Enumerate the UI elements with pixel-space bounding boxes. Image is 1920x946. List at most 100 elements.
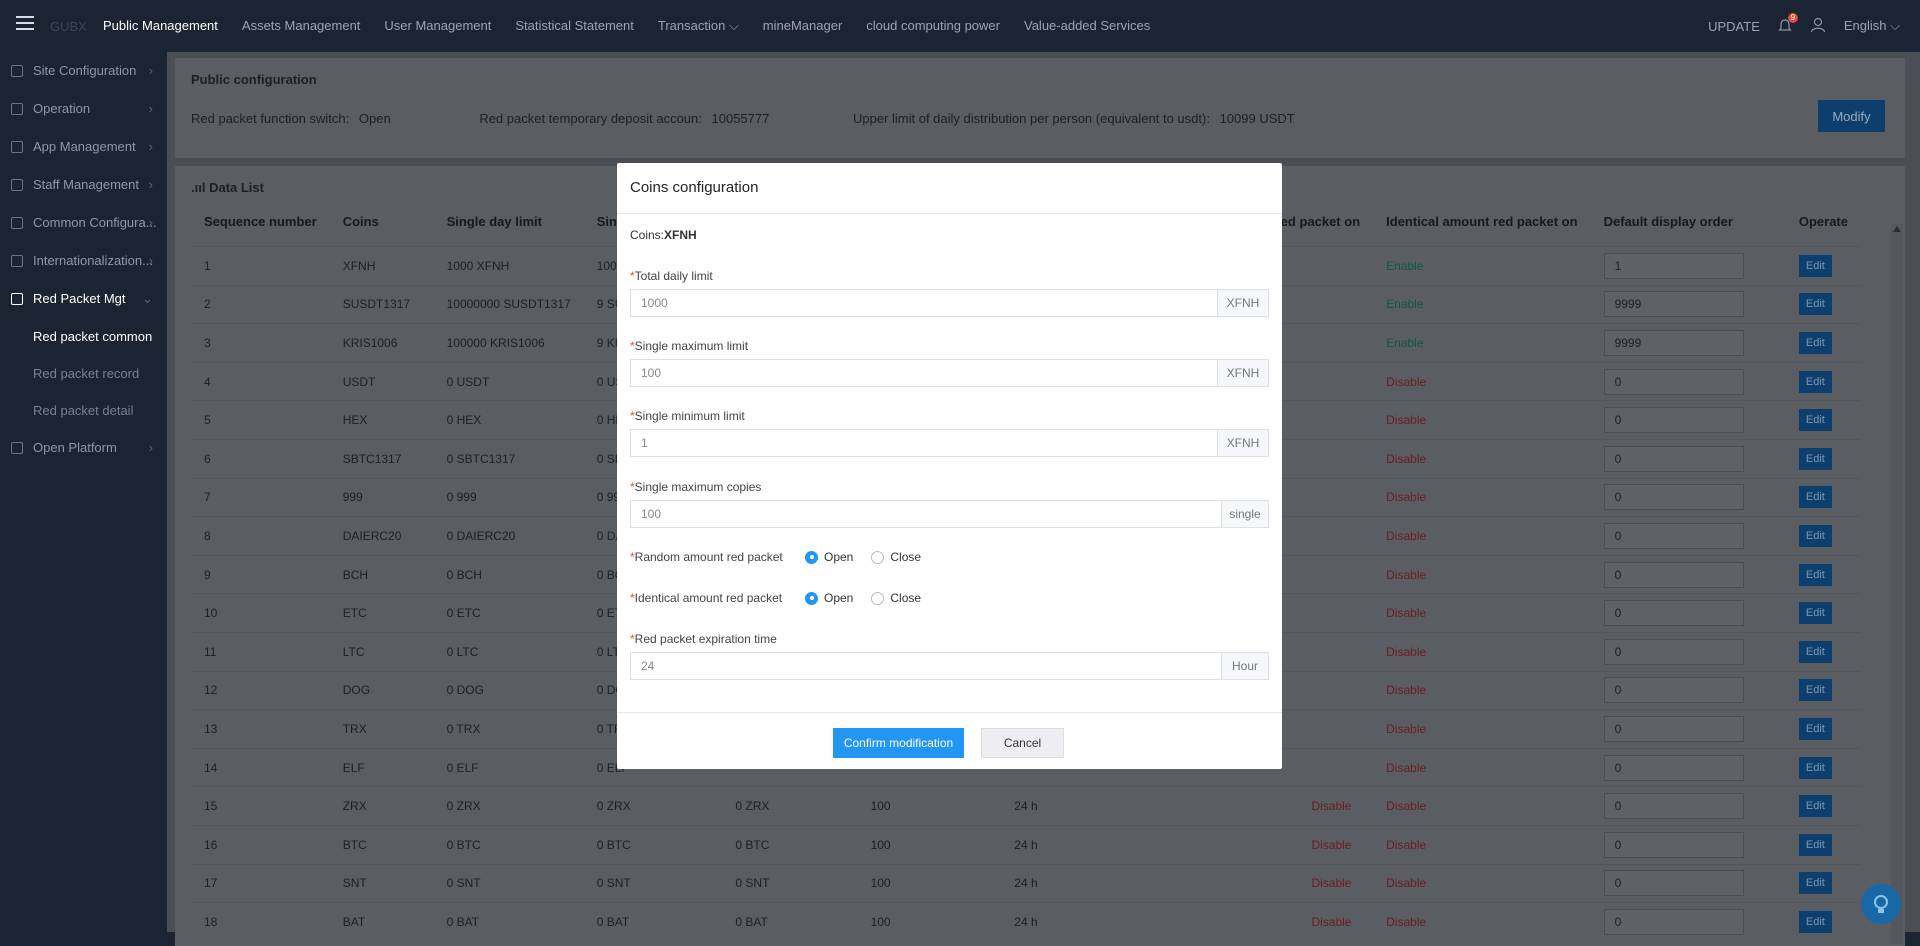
display-order-input[interactable]: 0 — [1603, 908, 1744, 935]
edit-button[interactable]: Edit — [1798, 872, 1832, 895]
edit-button[interactable]: Edit — [1798, 833, 1832, 856]
operate-cell: Edit — [1785, 747, 1861, 787]
edit-button[interactable]: Edit — [1798, 293, 1832, 316]
operate-cell: Edit — [1785, 786, 1861, 826]
display-order-input[interactable]: 0 — [1603, 522, 1744, 549]
edit-button[interactable]: Edit — [1798, 486, 1832, 509]
table-scrollbar[interactable] — [1891, 224, 1903, 944]
display-order-input[interactable]: 0 — [1603, 754, 1744, 781]
nav-item-assets-management[interactable]: Assets Management — [241, 18, 361, 33]
edit-button[interactable]: Edit — [1798, 331, 1832, 354]
chevron-right-icon: › — [148, 101, 153, 116]
operate-cell: Edit — [1785, 284, 1861, 324]
display-order-input[interactable]: 1 — [1603, 252, 1744, 279]
edit-button[interactable]: Edit — [1798, 910, 1832, 933]
chevron-right-icon: › — [148, 440, 153, 455]
sidebar-item-open-platform[interactable]: Open Platform › — [0, 429, 167, 467]
edit-button[interactable]: Edit — [1798, 524, 1832, 547]
edit-button[interactable]: Edit — [1798, 370, 1832, 393]
identical-amount-label: *Identical amount red packet — [630, 591, 783, 605]
operate-cell: Edit — [1785, 631, 1861, 672]
display-order-input[interactable]: 0 — [1603, 368, 1744, 395]
nav-item-minemanager[interactable]: mineManager — [762, 18, 843, 33]
table-cell: SNT — [329, 863, 434, 903]
display-order-input[interactable]: 0 — [1603, 445, 1744, 472]
display-order-cell: 0 — [1590, 554, 1786, 594]
help-button[interactable] — [1861, 884, 1901, 924]
sidebar-item-common-configuration[interactable]: Common Configura... › — [0, 204, 167, 242]
operate-cell: Edit — [1785, 863, 1861, 903]
display-order-input[interactable]: 0 — [1603, 561, 1744, 588]
nav-item-user-management[interactable]: User Management — [384, 18, 492, 33]
single-minimum-limit-label: *Single minimum limit — [630, 409, 745, 423]
single-minimum-limit-input[interactable]: 1 XFNH — [630, 429, 1269, 457]
random-open-radio[interactable]: Open — [805, 550, 853, 564]
edit-button[interactable]: Edit — [1798, 409, 1832, 432]
nav-item-value-added-services[interactable]: Value-added Services — [1024, 18, 1151, 33]
table-cell: Disable — [1373, 902, 1591, 941]
table-cell: 0 BTC — [433, 824, 584, 864]
edit-button[interactable]: Edit — [1798, 679, 1832, 702]
display-order-input[interactable]: 9999 — [1603, 291, 1744, 318]
sidebar-item-red-packet-mgt[interactable]: Red Packet Mgt ⌄ — [0, 280, 167, 318]
single-maximum-copies-input[interactable]: 100 single — [630, 500, 1269, 528]
edit-button[interactable]: Edit — [1798, 640, 1832, 663]
nav-item-transaction[interactable]: Transaction ⌵ — [657, 18, 739, 33]
identical-open-radio[interactable]: Open — [805, 591, 853, 605]
table-cell: 18 — [191, 902, 330, 941]
nav-item-public-management[interactable]: Public Management — [103, 18, 218, 33]
sidebar-item-internationalization[interactable]: Internationalization... › — [0, 242, 167, 280]
single-maximum-limit-input[interactable]: 100 XFNH — [630, 359, 1269, 387]
list-icon — [11, 179, 23, 191]
display-order-cell: 0 — [1590, 709, 1786, 749]
nav-item-statistical-statement[interactable]: Statistical Statement — [515, 18, 634, 33]
edit-button[interactable]: Edit — [1798, 447, 1832, 470]
sidebar-subitem-red-packet-common[interactable]: Red packet common — [33, 329, 153, 344]
edit-button[interactable]: Edit — [1798, 602, 1832, 625]
confirm-modification-button[interactable]: Confirm modification — [833, 728, 964, 758]
display-order-input[interactable]: 0 — [1603, 484, 1744, 511]
display-order-cell: 0 — [1590, 516, 1786, 556]
bell-icon[interactable]: 9 — [1778, 13, 1798, 33]
menu-toggle-icon[interactable] — [16, 16, 34, 32]
sidebar-item-app-management[interactable]: App Management › — [0, 128, 167, 166]
display-order-input[interactable]: 9999 — [1603, 329, 1744, 356]
expiration-time-input[interactable]: 24 Hour — [630, 652, 1269, 680]
upper-limit-value: 10099 USDT — [1219, 111, 1295, 126]
table-cell: HEX — [329, 400, 434, 440]
table-cell: 24 h — [1001, 786, 1157, 826]
scroll-up-icon[interactable] — [1893, 226, 1901, 232]
display-order-input[interactable]: 0 — [1603, 407, 1744, 434]
table-cell: 2 — [191, 284, 330, 324]
sidebar-subitem-red-packet-record[interactable]: Red packet record — [33, 366, 140, 381]
nav-item-cloud-computing-power[interactable]: cloud computing power — [866, 18, 1000, 33]
language-selector[interactable]: English ⌵ — [1843, 18, 1900, 33]
display-order-input[interactable]: 0 — [1603, 793, 1744, 820]
edit-button[interactable]: Edit — [1798, 756, 1832, 779]
sidebar-item-operation[interactable]: Operation › — [0, 90, 167, 128]
sidebar-item-staff-management[interactable]: Staff Management › — [0, 166, 167, 204]
edit-button[interactable]: Edit — [1798, 717, 1832, 740]
update-link[interactable]: UPDATE — [1708, 18, 1760, 34]
display-order-input[interactable]: 0 — [1603, 715, 1744, 742]
chevron-right-icon: › — [148, 253, 153, 268]
cancel-button[interactable]: Cancel — [981, 728, 1064, 758]
display-order-input[interactable]: 0 — [1603, 677, 1744, 704]
edit-button[interactable]: Edit — [1798, 795, 1832, 818]
display-order-input[interactable]: 0 — [1603, 638, 1744, 665]
user-icon[interactable] — [1810, 17, 1826, 36]
table-cell: Disable — [1373, 516, 1591, 556]
display-order-input[interactable]: 0 — [1603, 870, 1744, 897]
random-close-radio[interactable]: Close — [871, 550, 921, 564]
display-order-input[interactable]: 0 — [1603, 600, 1744, 627]
identical-close-radio[interactable]: Close — [871, 591, 921, 605]
display-order-input[interactable]: 0 — [1603, 831, 1744, 858]
sidebar-subitem-red-packet-detail[interactable]: Red packet detail — [33, 403, 134, 418]
modify-button[interactable]: Modify — [1818, 100, 1885, 132]
table-cell: Disable — [1373, 477, 1591, 517]
edit-button[interactable]: Edit — [1798, 254, 1832, 277]
sidebar-item-site-configuration[interactable]: Site Configuration › — [0, 52, 167, 90]
edit-button[interactable]: Edit — [1798, 563, 1832, 586]
total-daily-limit-input[interactable]: 1000 XFNH — [630, 289, 1269, 317]
table-cell: Disable — [1373, 593, 1591, 633]
